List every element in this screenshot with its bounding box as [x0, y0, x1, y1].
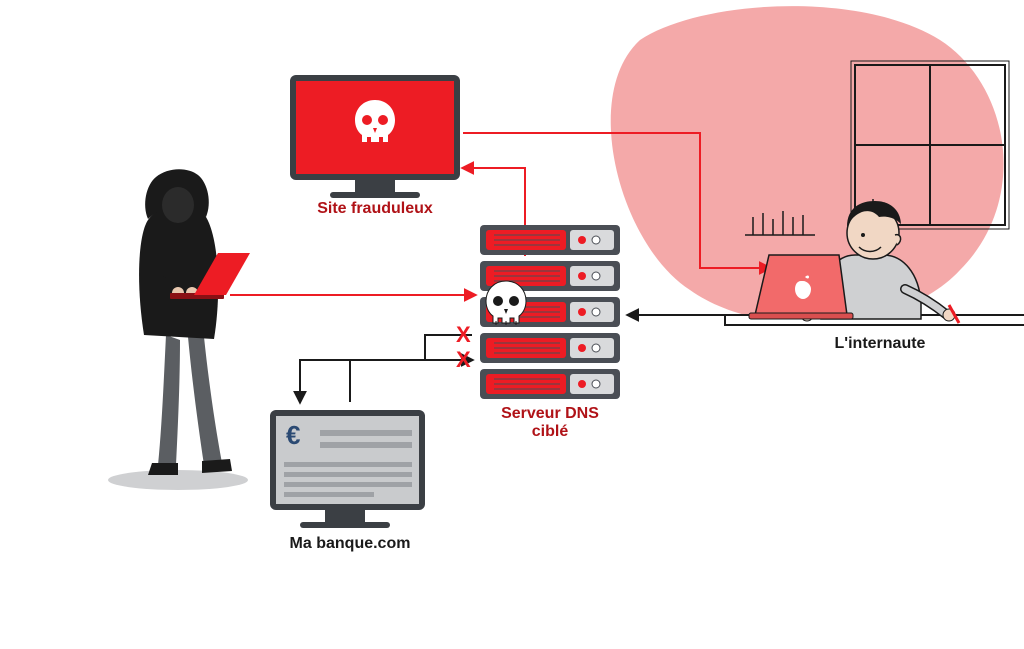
dns-server-icon: [480, 225, 620, 399]
label-bank: Ma banque.com: [280, 535, 420, 553]
euro-symbol: €: [286, 420, 300, 451]
x-mark-2: X: [456, 347, 471, 373]
x-mark-1: X: [456, 322, 471, 348]
background-svg: [0, 0, 1024, 649]
label-dns: Serveur DNS ciblé: [490, 405, 610, 442]
fraud-monitor-icon: [290, 75, 460, 198]
diagram-canvas: { "colors": { "red": "#ed1c24", "dark_re…: [0, 0, 1024, 649]
label-user: L'internaute: [810, 335, 950, 353]
label-fraud-site: Site frauduleux: [300, 200, 450, 218]
